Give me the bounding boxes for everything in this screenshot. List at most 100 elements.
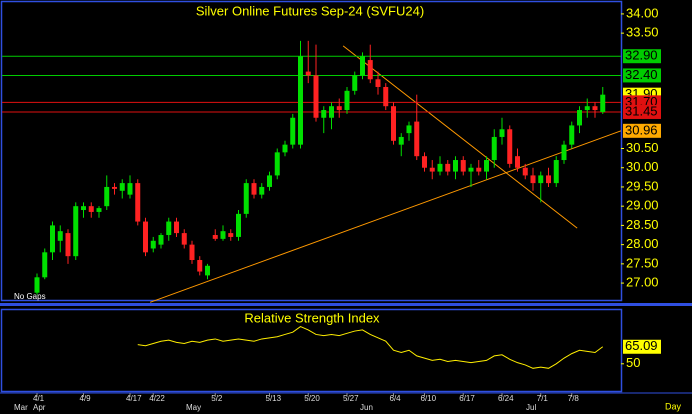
candle-body [398, 136, 404, 145]
candle-body [561, 144, 567, 161]
candle-body [259, 186, 265, 195]
indicator-value-box [623, 339, 661, 354]
candle-body [42, 252, 48, 278]
level-label: 32.90 [625, 48, 658, 63]
annotation: No Gaps [14, 292, 46, 301]
candle-body [367, 60, 373, 80]
level-box [623, 49, 661, 64]
level-label: 31.45 [625, 103, 658, 118]
candle-body [515, 156, 520, 168]
indicator-title: Relative Strength Index [244, 310, 380, 325]
candle-body [143, 221, 148, 253]
candle-body [375, 79, 381, 87]
x-tick-label: 5/13 [266, 394, 282, 403]
candle-body [468, 167, 474, 172]
x-tick-label: 5/27 [343, 394, 359, 403]
candle-body [360, 56, 365, 76]
candle-body [243, 183, 249, 214]
candle-body [460, 160, 466, 172]
candle-body [205, 265, 210, 276]
candle-body [329, 106, 334, 118]
indicator-tick-label: 50 [626, 355, 640, 370]
candle-body [321, 110, 327, 118]
candle-body [96, 208, 102, 212]
candle-body [189, 244, 195, 261]
candle-body [298, 56, 303, 145]
price-panel [0, 0, 623, 302]
y-tick-label: 28.50 [626, 217, 659, 232]
candle-body [577, 110, 582, 126]
candle-body [236, 213, 241, 237]
candle-body [181, 233, 187, 245]
candle-body [290, 117, 296, 145]
indicator-panel [0, 308, 623, 393]
candle-body [305, 71, 311, 76]
candle-body [422, 156, 427, 168]
level-label: 32.40 [625, 67, 658, 82]
level-box [623, 123, 661, 138]
y-tick-label: 30.50 [626, 140, 659, 155]
x-tick-label: 5/20 [304, 394, 320, 403]
x-tick-label: 4/22 [149, 394, 165, 403]
candle-body [600, 94, 606, 112]
month-label: Mar [14, 403, 28, 412]
candle-body [112, 186, 117, 189]
candle-body [197, 260, 203, 272]
candle-body [174, 221, 179, 234]
y-tick-label: 28.00 [626, 236, 659, 251]
candle-body [166, 221, 172, 236]
candle-body [530, 175, 536, 184]
x-tick-label: 4/17 [126, 394, 142, 403]
candle-body [406, 125, 412, 134]
x-tick-label: 6/4 [390, 394, 402, 403]
x-tick-label: 6/17 [459, 394, 475, 403]
candle-body [88, 206, 94, 212]
candle-body [119, 183, 125, 191]
candle-body [546, 175, 551, 184]
candle-body [212, 235, 218, 239]
candle-body [65, 233, 71, 257]
candle-body [336, 106, 342, 111]
month-label: Jun [360, 403, 373, 412]
x-tick-label: 4/9 [80, 394, 92, 403]
candle-body [476, 167, 482, 172]
candle-body [429, 167, 435, 172]
candle-body [507, 129, 513, 164]
y-tick-label: 27.00 [626, 275, 659, 290]
candle-body [34, 277, 40, 293]
candle-body [553, 160, 559, 184]
y-tick-label: 29.00 [626, 198, 659, 213]
candle-body [282, 144, 288, 153]
candle-body [267, 175, 272, 187]
candle-body [453, 160, 458, 172]
candle-body [81, 206, 86, 211]
y-tick-label: 30.00 [626, 159, 659, 174]
candle-body [135, 183, 141, 222]
candle-body [127, 183, 133, 195]
x-unit: Day [665, 401, 682, 411]
candle-body [158, 235, 164, 245]
candle-body [522, 167, 528, 176]
candle-body [445, 163, 451, 172]
level-box [623, 68, 661, 83]
y-tick-label: 27.50 [626, 255, 659, 270]
candle-body [584, 106, 590, 111]
candle-body [274, 152, 280, 176]
candle-body [150, 240, 156, 249]
candle-body [499, 129, 505, 137]
x-tick-label: 7/8 [568, 394, 580, 403]
level-label: 30.96 [625, 122, 658, 137]
candle-body [228, 233, 234, 237]
candle-body [391, 106, 396, 141]
candle-body [220, 231, 226, 239]
candle-body [104, 186, 110, 207]
candle-body [344, 90, 350, 111]
candle-body [57, 231, 63, 241]
candle-body [437, 163, 443, 172]
candle-body [383, 86, 389, 107]
y-tick-label: 33.50 [626, 25, 659, 40]
candle-body [569, 125, 575, 145]
